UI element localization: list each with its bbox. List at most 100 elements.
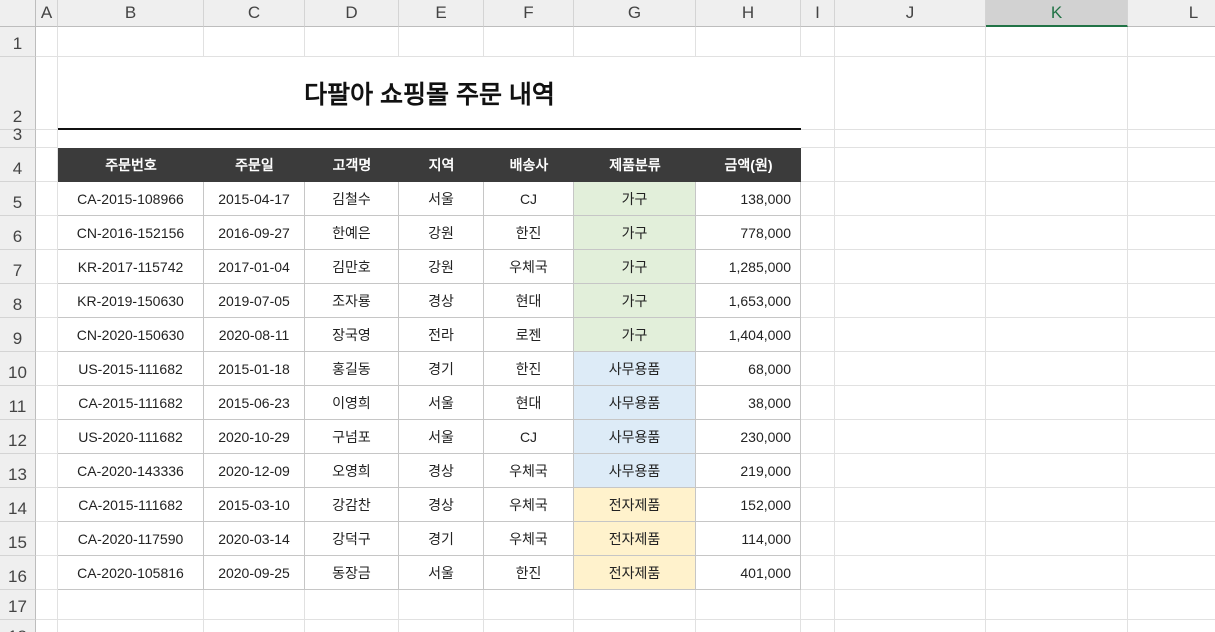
grid-cell[interactable] [801,488,835,522]
grid-cell[interactable] [986,57,1128,130]
category-cell[interactable]: 가구 [574,216,696,250]
grid-cell[interactable] [484,620,574,632]
data-cell[interactable]: KR-2017-115742 [58,250,204,284]
category-cell[interactable]: 사무용품 [574,386,696,420]
grid-cell[interactable] [204,590,305,620]
grid-cell[interactable] [36,590,58,620]
row-header[interactable]: 15 [0,522,36,556]
column-header[interactable]: E [399,0,484,27]
grid-cell[interactable] [484,590,574,620]
data-cell[interactable]: 강원 [399,216,484,250]
data-cell[interactable]: 2020-12-09 [204,454,305,488]
column-header[interactable]: F [484,0,574,27]
grid-cell[interactable] [835,352,986,386]
category-cell[interactable]: 가구 [574,182,696,216]
row-header[interactable]: 9 [0,318,36,352]
category-cell[interactable]: 전자제품 [574,488,696,522]
data-cell[interactable]: 강덕구 [305,522,399,556]
data-cell[interactable]: CA-2020-143336 [58,454,204,488]
grid-cell[interactable] [574,620,696,632]
row-header[interactable]: 2 [0,57,36,130]
grid-cell[interactable] [1128,148,1215,182]
data-cell[interactable]: 152,000 [696,488,801,522]
grid-cell[interactable] [399,590,484,620]
data-cell[interactable]: 서울 [399,420,484,454]
grid-cell[interactable] [1128,250,1215,284]
data-cell[interactable]: 장국영 [305,318,399,352]
grid-cell[interactable] [399,27,484,57]
data-cell[interactable]: 2016-09-27 [204,216,305,250]
data-cell[interactable]: 38,000 [696,386,801,420]
column-header[interactable]: K [986,0,1128,27]
data-cell[interactable]: 우체국 [484,250,574,284]
grid-cell[interactable] [835,284,986,318]
row-header[interactable]: 6 [0,216,36,250]
column-header[interactable]: D [305,0,399,27]
column-header[interactable]: H [696,0,801,27]
grid-cell[interactable] [305,590,399,620]
row-header[interactable]: 12 [0,420,36,454]
data-cell[interactable]: 2020-08-11 [204,318,305,352]
grid-cell[interactable] [801,620,835,632]
grid-cell[interactable] [986,488,1128,522]
row-header[interactable]: 16 [0,556,36,590]
data-cell[interactable]: 한진 [484,216,574,250]
grid-cell[interactable] [36,352,58,386]
column-heading[interactable]: 지역 [399,148,484,182]
row-header[interactable]: 11 [0,386,36,420]
data-cell[interactable]: CN-2020-150630 [58,318,204,352]
column-header[interactable]: G [574,0,696,27]
grid-cell[interactable] [696,27,801,57]
data-cell[interactable]: 2015-01-18 [204,352,305,386]
grid-cell[interactable] [986,420,1128,454]
grid-cell[interactable] [835,556,986,590]
data-cell[interactable]: CA-2015-111682 [58,488,204,522]
data-cell[interactable]: 2020-10-29 [204,420,305,454]
data-cell[interactable]: 401,000 [696,556,801,590]
column-header[interactable]: I [801,0,835,27]
grid-cell[interactable] [986,318,1128,352]
grid-cell[interactable] [986,148,1128,182]
grid-cell[interactable] [36,57,58,130]
data-cell[interactable]: CN-2016-152156 [58,216,204,250]
grid-cell[interactable] [801,522,835,556]
data-cell[interactable]: 로젠 [484,318,574,352]
grid-cell[interactable] [801,250,835,284]
data-cell[interactable]: 현대 [484,284,574,318]
data-cell[interactable]: 2015-06-23 [204,386,305,420]
category-cell[interactable]: 사무용품 [574,454,696,488]
data-cell[interactable]: 현대 [484,386,574,420]
grid-cell[interactable] [986,590,1128,620]
data-cell[interactable]: CA-2015-111682 [58,386,204,420]
data-cell[interactable]: KR-2019-150630 [58,284,204,318]
category-cell[interactable]: 사무용품 [574,420,696,454]
row-header[interactable]: 4 [0,148,36,182]
data-cell[interactable]: 138,000 [696,182,801,216]
grid-cell[interactable] [36,148,58,182]
sheet-title[interactable]: 다팔아 쇼핑몰 주문 내역 [58,57,801,130]
column-heading[interactable]: 주문번호 [58,148,204,182]
grid-cell[interactable] [1128,620,1215,632]
grid-cell[interactable] [835,216,986,250]
grid-cell[interactable] [305,620,399,632]
row-header[interactable]: 17 [0,590,36,620]
grid-cell[interactable] [801,590,835,620]
grid-cell[interactable] [36,454,58,488]
grid-cell[interactable] [986,556,1128,590]
column-header[interactable]: L [1128,0,1215,27]
grid-cell[interactable] [36,420,58,454]
grid-cell[interactable] [835,27,986,57]
grid-cell[interactable] [1128,182,1215,216]
grid-cell[interactable] [1128,386,1215,420]
grid-cell[interactable] [696,620,801,632]
data-cell[interactable]: CA-2020-105816 [58,556,204,590]
column-header[interactable]: C [204,0,305,27]
grid-cell[interactable] [986,386,1128,420]
grid-cell[interactable] [835,420,986,454]
grid-cell[interactable] [801,27,835,57]
grid-cell[interactable] [1128,318,1215,352]
category-cell[interactable]: 가구 [574,318,696,352]
grid-cell[interactable] [36,522,58,556]
grid-cell[interactable] [801,318,835,352]
grid-cell[interactable] [986,352,1128,386]
